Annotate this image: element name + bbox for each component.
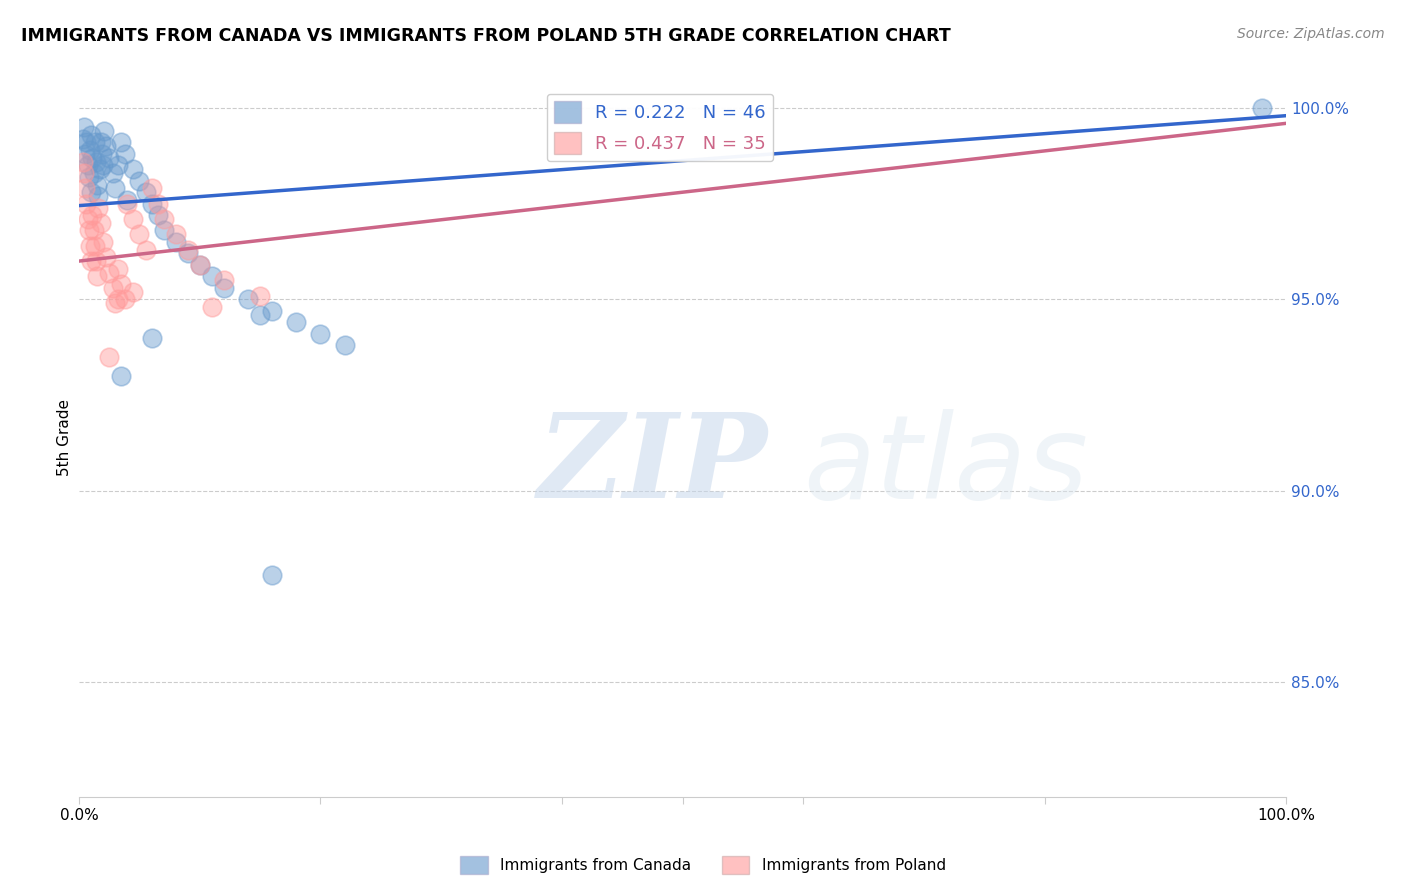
Point — [75, 196, 97, 211]
Point — [86, 269, 108, 284]
Y-axis label: 5th Grade: 5th Grade — [58, 399, 72, 475]
Point — [128, 227, 150, 242]
Point — [165, 227, 187, 242]
Point — [122, 212, 145, 227]
Point — [141, 330, 163, 344]
Point — [134, 243, 156, 257]
Text: atlas: atlas — [803, 409, 1088, 523]
Point — [83, 136, 105, 150]
Point — [114, 293, 136, 307]
Point — [77, 223, 100, 237]
Point — [165, 235, 187, 249]
Point — [101, 281, 124, 295]
Point — [212, 273, 235, 287]
Point — [76, 212, 98, 227]
Point — [94, 139, 117, 153]
Point — [107, 261, 129, 276]
Point — [1250, 101, 1272, 115]
Point — [285, 315, 308, 329]
Point — [83, 166, 105, 180]
Point — [75, 136, 97, 150]
Point — [201, 269, 224, 284]
Point — [236, 293, 259, 307]
Point — [72, 154, 94, 169]
Point — [104, 296, 127, 310]
Point — [188, 258, 211, 272]
Point — [91, 147, 114, 161]
Point — [73, 120, 96, 135]
Point — [134, 185, 156, 199]
Point — [110, 368, 132, 383]
Text: Source: ZipAtlas.com: Source: ZipAtlas.com — [1237, 27, 1385, 41]
Point — [122, 162, 145, 177]
Legend: Immigrants from Canada, Immigrants from Poland: Immigrants from Canada, Immigrants from … — [454, 850, 952, 880]
Point — [91, 158, 114, 172]
Point — [249, 288, 271, 302]
Point — [82, 208, 104, 222]
Point — [101, 166, 124, 180]
Point — [104, 181, 127, 195]
Point — [201, 300, 224, 314]
Point — [80, 185, 103, 199]
Point — [83, 239, 105, 253]
Point — [122, 285, 145, 299]
Point — [89, 162, 111, 177]
Point — [98, 151, 121, 165]
Point — [90, 136, 112, 150]
Legend: R = 0.222   N = 46, R = 0.437   N = 35: R = 0.222 N = 46, R = 0.437 N = 35 — [547, 94, 773, 161]
Point — [80, 128, 103, 142]
Point — [177, 243, 200, 257]
Point — [87, 201, 110, 215]
Point — [309, 326, 332, 341]
Point — [141, 196, 163, 211]
Point — [80, 254, 103, 268]
Point — [249, 308, 271, 322]
Point — [75, 147, 97, 161]
Point — [146, 208, 169, 222]
Point — [94, 250, 117, 264]
Point — [72, 131, 94, 145]
Point — [107, 293, 129, 307]
Point — [117, 193, 139, 207]
Point — [152, 223, 174, 237]
Point — [98, 350, 121, 364]
Point — [141, 181, 163, 195]
Point — [75, 181, 97, 195]
Point — [152, 212, 174, 227]
Point — [90, 216, 112, 230]
Point — [110, 277, 132, 291]
Point — [110, 136, 132, 150]
Point — [98, 266, 121, 280]
Point — [76, 158, 98, 172]
Point — [79, 239, 101, 253]
Point — [146, 196, 169, 211]
Point — [262, 567, 284, 582]
Text: IMMIGRANTS FROM CANADA VS IMMIGRANTS FROM POLAND 5TH GRADE CORRELATION CHART: IMMIGRANTS FROM CANADA VS IMMIGRANTS FRO… — [21, 27, 950, 45]
Text: ZIP: ZIP — [537, 409, 768, 524]
Point — [128, 174, 150, 188]
Point — [93, 124, 115, 138]
Point — [82, 151, 104, 165]
Point — [86, 178, 108, 192]
Point — [188, 258, 211, 272]
Point — [262, 303, 284, 318]
Point — [84, 154, 107, 169]
Point — [333, 338, 356, 352]
Point — [84, 254, 107, 268]
Point — [83, 223, 105, 237]
Point — [114, 147, 136, 161]
Point — [177, 246, 200, 260]
Point — [117, 196, 139, 211]
Point — [79, 143, 101, 157]
Point — [87, 189, 110, 203]
Point — [73, 166, 96, 180]
Point — [77, 169, 100, 184]
Point — [107, 158, 129, 172]
Point — [91, 235, 114, 249]
Point — [212, 281, 235, 295]
